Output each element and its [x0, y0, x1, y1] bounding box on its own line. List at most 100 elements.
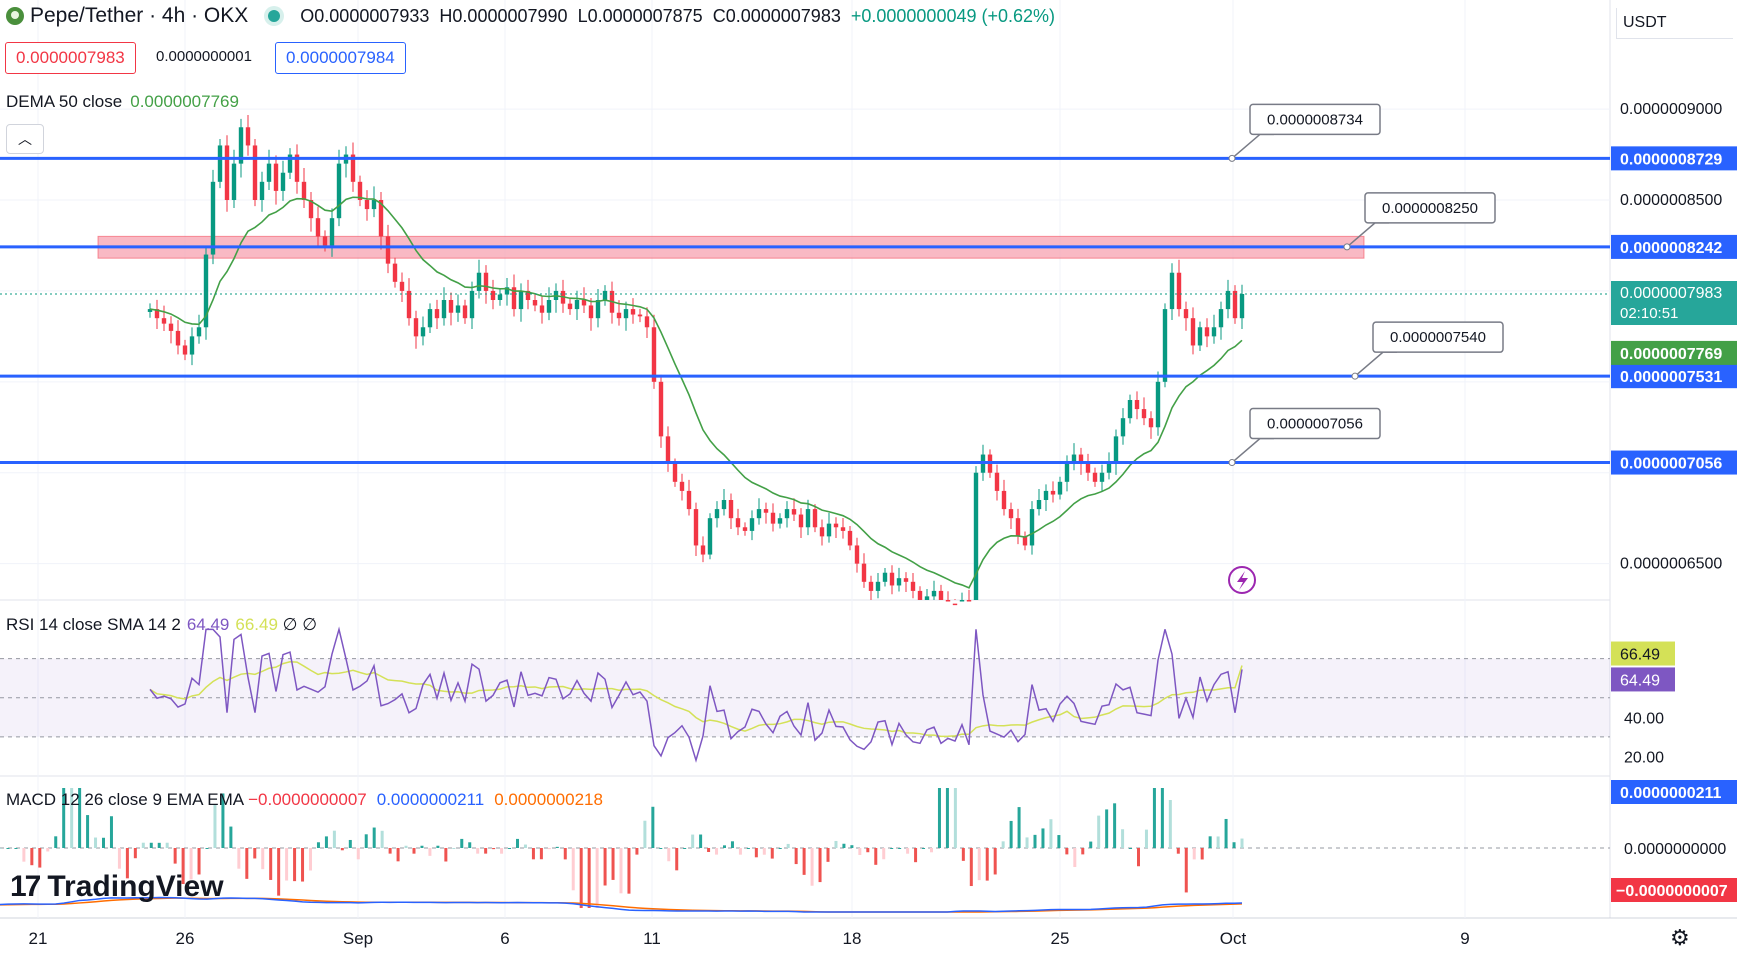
candle-body — [392, 263, 398, 282]
candle-body — [1197, 327, 1203, 346]
macd-hist-bar — [770, 848, 774, 859]
candle-body — [924, 596, 930, 600]
macd-hist-bar — [1129, 848, 1133, 849]
macd-hist-bar — [420, 845, 424, 848]
collapse-legend-button[interactable]: ︿ — [6, 124, 44, 154]
callout-label: 0.0000008250 — [1382, 200, 1478, 217]
macd-hist-bar — [969, 848, 973, 887]
candle-body — [1211, 327, 1217, 337]
rsi-tick-label: 40.00 — [1624, 710, 1664, 727]
candle-body — [511, 287, 517, 310]
macd-hist-bar — [738, 848, 742, 855]
candle-body — [504, 287, 510, 295]
candle-body — [441, 300, 447, 319]
macd-hist-bar — [340, 848, 344, 851]
macd-legend[interactable]: MACD 12 26 close 9 EMA EMA −0.0000000007 0… — [6, 790, 603, 810]
macd-hist-bar — [1200, 848, 1204, 860]
macd-hist-bar — [277, 848, 281, 896]
macd-hist-bar — [404, 845, 408, 848]
market-status-icon[interactable] — [268, 10, 281, 22]
candle-body — [371, 200, 377, 210]
candle-body — [749, 518, 755, 531]
candle-body — [546, 300, 552, 313]
candle-body — [1162, 309, 1168, 382]
macd-hist-bar — [1009, 820, 1013, 848]
candle-body — [693, 509, 699, 546]
price-tick-label: 0.0000008500 — [1620, 192, 1722, 209]
macd-hist-tag — [1611, 878, 1737, 902]
macd-hist-bar — [348, 839, 352, 848]
rsi-sma-line — [149, 661, 1243, 738]
macd-hist-bar — [245, 848, 249, 879]
macd-hist-bar — [1081, 848, 1085, 855]
callout-anchor — [1228, 154, 1236, 162]
candle-body — [651, 327, 657, 382]
change-value: +0.0000000049 (+0.62%) — [850, 5, 1056, 26]
candle-body — [812, 509, 818, 528]
candle-body — [917, 590, 923, 600]
macd-tag-label: 0.0000000211 — [1620, 785, 1722, 802]
candle-body — [147, 309, 153, 312]
candle-body — [413, 318, 419, 337]
macd-hist-bar — [762, 848, 766, 855]
currency-selector[interactable]: USDT — [1616, 8, 1733, 39]
time-tick-label: Sep — [343, 929, 373, 948]
candle-body — [819, 527, 825, 537]
dema-legend[interactable]: DEMA 50 close 0.0000007769 — [6, 92, 239, 112]
chevron-up-icon: ︿ — [18, 131, 32, 147]
candle-body — [231, 163, 237, 200]
macd-hist-bar — [157, 842, 161, 848]
candle-body — [938, 590, 944, 600]
macd-hist-bar — [484, 848, 488, 854]
macd-hist-bar — [579, 848, 583, 908]
candle-body — [770, 512, 776, 524]
candle-body — [763, 509, 769, 513]
buy-price-button[interactable]: 0.0000007984 — [275, 42, 406, 74]
candle-body — [889, 572, 895, 586]
candle-body — [301, 181, 307, 200]
rsi-line — [149, 626, 1243, 763]
rsi-legend-label: RSI 14 close SMA 14 2 — [6, 615, 181, 634]
time-tick-label: 18 — [843, 929, 862, 948]
rsi-legend-extra: ∅ ∅ — [282, 615, 317, 634]
candle-body — [448, 300, 454, 313]
callout-box — [1364, 192, 1496, 224]
macd-hist-bar — [301, 848, 305, 882]
macd-hist-bar — [261, 848, 265, 870]
rsi-tag-label: 64.49 — [1620, 672, 1660, 689]
candle-body — [1057, 481, 1063, 495]
price-axis-tag-label: 0.0000008242 — [1620, 240, 1722, 257]
candle-body — [1176, 272, 1182, 310]
macd-hist-bar — [476, 848, 480, 854]
symbol-title[interactable]: Pepe/Tether · 4h · OKX — [30, 4, 249, 27]
macd-hist-bar — [436, 845, 440, 848]
macd-hist-bar — [356, 848, 360, 860]
macd-hist-bar — [6, 848, 10, 849]
macd-hist-bar — [253, 848, 257, 859]
macd-hist-bar — [213, 804, 217, 848]
candle-body — [154, 309, 160, 319]
candle-body — [1218, 309, 1224, 328]
callout-pointer — [1231, 437, 1274, 464]
macd-hist-bar — [133, 848, 137, 859]
candle-body — [840, 527, 846, 531]
macd-hist-bar — [316, 842, 320, 848]
macd-hist-bar — [866, 848, 870, 853]
macd-hist-bar — [890, 848, 894, 849]
macd-histogram — [0, 788, 1244, 908]
tradingview-watermark[interactable]: 17 TradingView — [10, 870, 224, 904]
macd-hist-bar — [953, 788, 957, 848]
candle-body — [259, 181, 265, 200]
rsi-legend[interactable]: RSI 14 close SMA 14 2 64.49 66.49 ∅ ∅ — [6, 615, 317, 635]
macd-hist-bar — [914, 848, 918, 863]
candle-body — [1106, 463, 1112, 473]
macd-hist-bar — [396, 848, 400, 862]
settings-gear-icon[interactable]: ⚙ — [1670, 925, 1690, 950]
candle-body — [203, 254, 209, 328]
candle-body — [518, 290, 524, 310]
candle-body — [427, 309, 433, 328]
sell-price-button[interactable]: 0.0000007983 — [5, 42, 136, 74]
candle-body — [679, 481, 685, 491]
time-tick-label: 11 — [643, 929, 661, 948]
